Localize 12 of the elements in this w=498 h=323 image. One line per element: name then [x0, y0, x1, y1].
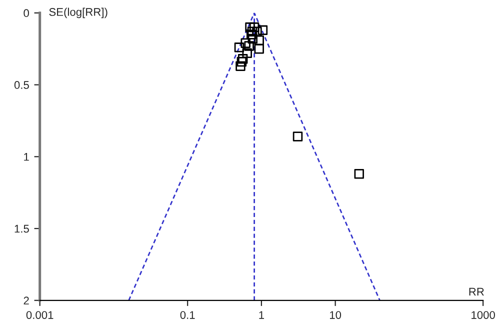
y-tick-label: 2	[24, 296, 29, 304]
y-tick-label: 1.5	[14, 224, 29, 233]
y-tick-label: 0.5	[14, 81, 29, 89]
y-axis-title: SE(log[RR])	[49, 8, 108, 18]
y-tick-label: 0	[24, 9, 29, 18]
x-tick-label: 0.1	[180, 311, 195, 319]
x-axis-title: RR	[469, 288, 484, 296]
x-tick-label: 10	[330, 311, 342, 319]
x-tick-label: 1	[259, 311, 264, 319]
x-tick-label: 0.001	[26, 311, 54, 319]
y-tick-label: 1	[24, 153, 29, 161]
x-tick-label: 1000	[472, 311, 495, 319]
